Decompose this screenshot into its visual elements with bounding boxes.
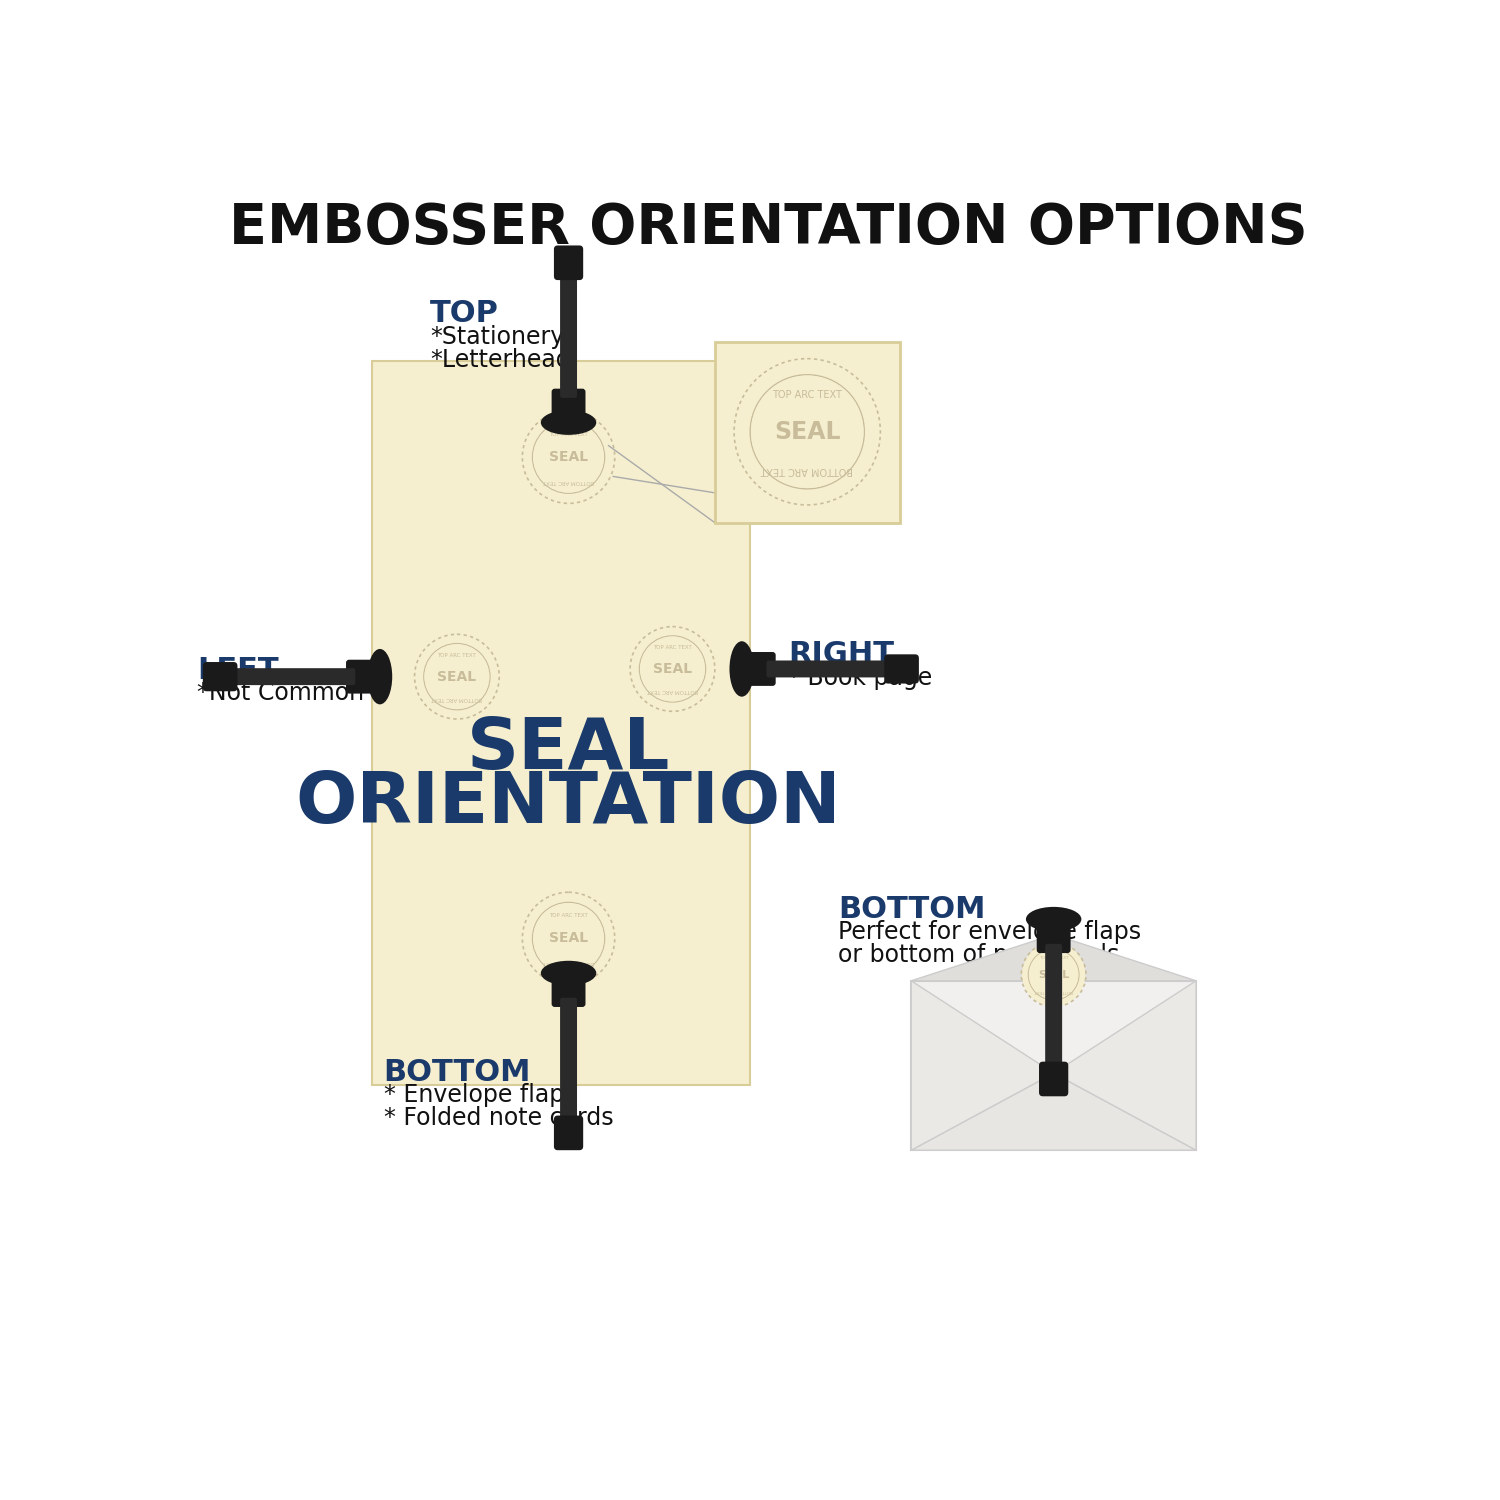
Circle shape [524,413,614,503]
Circle shape [524,892,614,984]
Circle shape [1029,950,1078,999]
FancyBboxPatch shape [552,388,585,429]
Text: TOP ARC TEXT: TOP ARC TEXT [549,432,588,436]
Bar [910,981,1196,1150]
Text: SEAL: SEAL [549,450,588,464]
Ellipse shape [542,410,597,435]
Text: TOP ARC TEXT: TOP ARC TEXT [438,652,477,658]
Text: BOTTOM: BOTTOM [384,1058,531,1088]
Text: TOP ARC TEXT: TOP ARC TEXT [549,914,588,918]
Text: BOTTOM: BOTTOM [839,894,986,924]
Text: RIGHT: RIGHT [788,640,894,669]
Text: or bottom of page seals: or bottom of page seals [839,944,1119,968]
Text: *Stationery: *Stationery [430,326,564,350]
Text: * Book page: * Book page [788,666,932,690]
Ellipse shape [558,1113,579,1128]
Bar [372,362,750,1084]
Ellipse shape [729,640,754,696]
Text: *Letterhead: *Letterhead [430,348,570,372]
FancyBboxPatch shape [560,998,578,1122]
Ellipse shape [225,666,240,687]
Circle shape [735,360,879,504]
FancyBboxPatch shape [231,668,356,686]
Text: SEAL: SEAL [774,420,840,444]
Ellipse shape [368,650,392,705]
Text: BOTTOM ARC TEXT: BOTTOM ARC TEXT [1034,990,1072,993]
Text: TOP: TOP [430,300,500,328]
Text: EMBOSSER ORIENTATION OPTIONS: EMBOSSER ORIENTATION OPTIONS [230,201,1308,255]
Ellipse shape [1026,908,1082,932]
Text: SEAL: SEAL [1038,969,1070,980]
Text: *Not Common: *Not Common [198,681,364,705]
Text: LEFT: LEFT [198,656,279,686]
Text: TOP ARC TEXT: TOP ARC TEXT [652,645,692,651]
Circle shape [640,636,705,702]
Circle shape [532,422,604,494]
Circle shape [1022,944,1086,1006]
FancyBboxPatch shape [346,660,387,693]
Text: SEAL: SEAL [466,716,670,784]
Text: Perfect for envelope flaps: Perfect for envelope flaps [839,920,1142,944]
FancyBboxPatch shape [554,1116,584,1150]
Ellipse shape [882,658,897,680]
FancyBboxPatch shape [885,654,920,684]
Text: SEAL: SEAL [652,662,692,676]
Ellipse shape [542,962,597,986]
Ellipse shape [1042,1059,1065,1074]
Text: BOTTOM ARC TEXT: BOTTOM ARC TEXT [646,688,698,693]
FancyBboxPatch shape [735,652,776,686]
FancyBboxPatch shape [560,274,578,398]
Text: * Folded note cards: * Folded note cards [384,1107,614,1131]
FancyBboxPatch shape [554,246,584,280]
Text: BOTTOM ARC TEXT: BOTTOM ARC TEXT [543,478,594,483]
Text: TOP ARC TEXT: TOP ARC TEXT [1040,957,1068,960]
Text: ORIENTATION: ORIENTATION [296,770,842,838]
Text: BOTTOM ARC TEXT: BOTTOM ARC TEXT [543,960,594,964]
Text: BOTTOM ARC TEXT: BOTTOM ARC TEXT [760,465,853,476]
Ellipse shape [558,267,579,282]
Text: TOP ARC TEXT: TOP ARC TEXT [772,390,842,400]
FancyBboxPatch shape [1036,912,1071,952]
Polygon shape [910,934,1196,981]
FancyBboxPatch shape [1040,1062,1068,1096]
Polygon shape [910,981,1053,1150]
Circle shape [752,375,864,488]
Text: BOTTOM ARC TEXT: BOTTOM ARC TEXT [432,696,483,700]
Text: * Envelope flaps: * Envelope flaps [384,1083,576,1107]
FancyBboxPatch shape [1046,944,1062,1068]
Text: SEAL: SEAL [438,669,477,684]
Text: SEAL: SEAL [549,932,588,945]
FancyBboxPatch shape [766,660,891,678]
Polygon shape [1053,981,1196,1150]
FancyBboxPatch shape [552,966,585,1006]
Polygon shape [910,1072,1196,1150]
Circle shape [632,627,714,711]
Circle shape [416,634,498,718]
Bar [716,342,900,522]
FancyBboxPatch shape [202,662,237,692]
Circle shape [532,903,604,974]
Circle shape [424,644,489,710]
